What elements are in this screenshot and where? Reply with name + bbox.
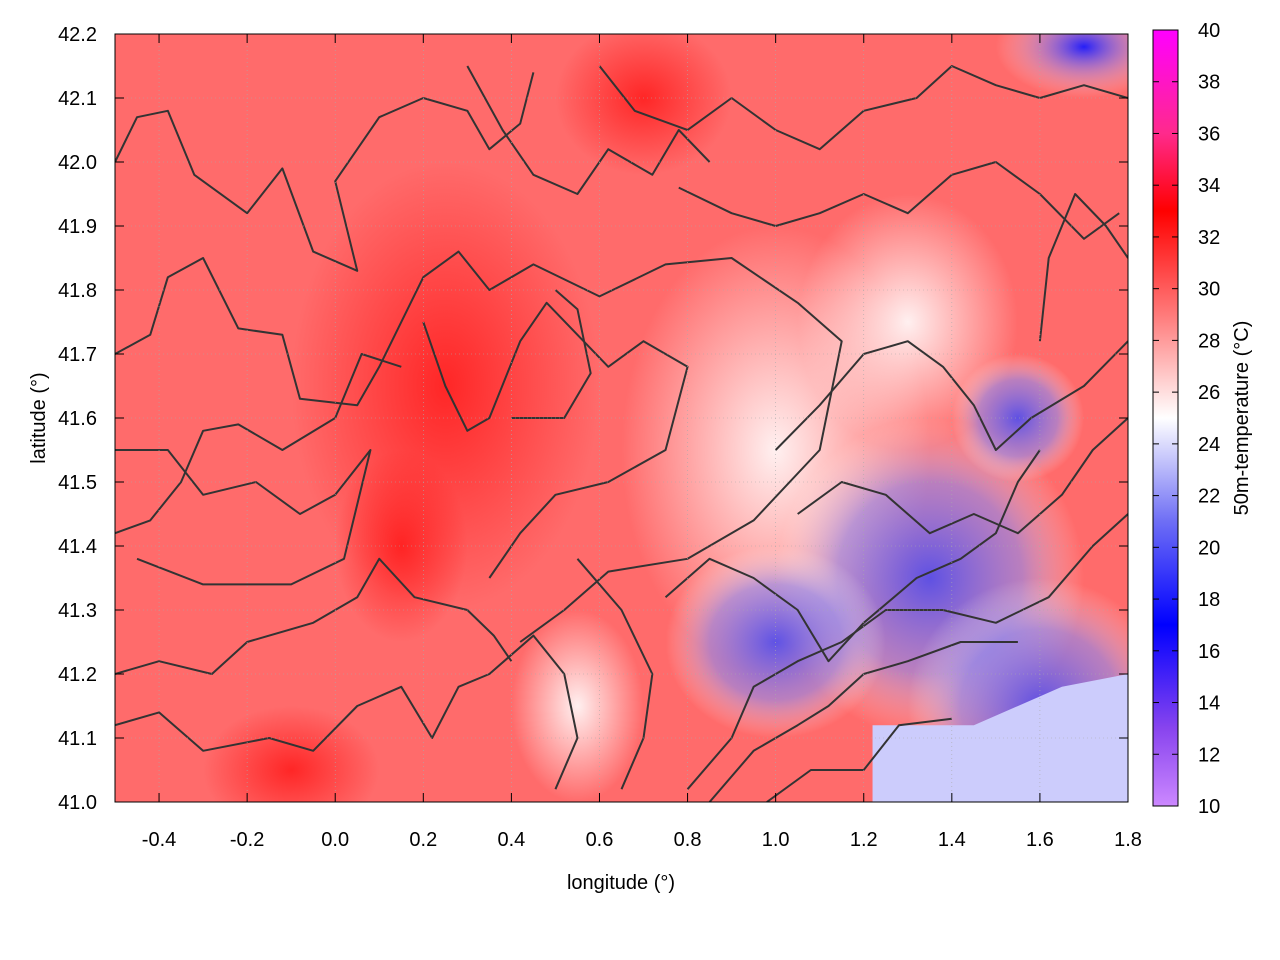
x-tick-label: 1.4: [938, 829, 966, 851]
colorbar-tick-label: 14: [1198, 693, 1220, 715]
x-axis-label: longitude (°): [567, 872, 675, 894]
field-hot-south: [203, 706, 380, 802]
y-tick-label: 42.2: [58, 24, 97, 46]
x-tick-label: -0.2: [230, 829, 264, 851]
contour-line: [774, 340, 1128, 451]
colorbar-ticks: 10 12 14 16 18 20 22 24 26 28 30 32 34 36 38 40: [1153, 20, 1220, 818]
x-tick-label: 0.2: [409, 829, 437, 851]
y-tick-label: 41.7: [58, 344, 97, 366]
y-tick-label: 41.0: [58, 792, 97, 814]
x-tick-label: 0.8: [674, 829, 702, 851]
colorbar-tick-label: 10: [1198, 796, 1220, 818]
contour-line: [797, 417, 1128, 535]
colorbar-tick-label: 20: [1198, 537, 1220, 559]
y-tick-label: 41.2: [58, 664, 97, 686]
colorbar-tick-label: 36: [1198, 123, 1220, 145]
contour-line: [678, 161, 1120, 240]
colorbar-tick-label: 30: [1198, 279, 1220, 301]
temperature-field: [115, 34, 1128, 802]
y-tick-label: 41.3: [58, 600, 97, 622]
colorbar-tick-label: 34: [1198, 175, 1220, 197]
y-tick-label: 42.1: [58, 88, 97, 110]
y-tick-label: 41.6: [58, 408, 97, 430]
y-tick-label: 41.8: [58, 280, 97, 302]
contour-line: [466, 65, 711, 195]
colorbar-tick-label: 16: [1198, 641, 1220, 663]
field-cool-north-east: [995, 34, 1128, 98]
colorbar-tick-label: 24: [1198, 434, 1220, 456]
contour-line: [115, 250, 843, 643]
contour-line: [115, 72, 535, 272]
y-axis-ticks: 41.0 41.1 41.2 41.3 41.4 41.5 41.6 41.7 41.8 41.9…: [58, 24, 1128, 814]
field-transition-south: [511, 610, 644, 802]
y-tick-label: 41.4: [58, 536, 97, 558]
colorbar-label: 50m-temperature (°C): [1231, 321, 1253, 516]
contour-line: [115, 634, 579, 790]
contour-line: [708, 641, 1018, 802]
contour-line: [686, 513, 1128, 790]
x-tick-label: 0.6: [586, 829, 614, 851]
contour-line: [115, 557, 513, 675]
colorbar-tick-label: 32: [1198, 227, 1220, 249]
colorbar-tick-label: 40: [1198, 20, 1220, 42]
colorbar-tick-label: 26: [1198, 382, 1220, 404]
colorbar-tick-label: 12: [1198, 744, 1220, 766]
colorbar-tick-label: 22: [1198, 486, 1220, 508]
x-tick-label: -0.4: [142, 829, 176, 851]
y-tick-label: 41.9: [58, 216, 97, 238]
y-tick-label: 42.0: [58, 152, 97, 174]
x-tick-label: 0.0: [321, 829, 349, 851]
field-cool-east: [951, 354, 1084, 482]
contour-line: [422, 301, 689, 579]
y-tick-label: 41.5: [58, 472, 97, 494]
x-tick-label: 0.4: [497, 829, 525, 851]
x-tick-label: 1.8: [1114, 829, 1142, 851]
y-axis-label: latitude (°): [28, 372, 50, 463]
x-tick-label: 1.0: [762, 829, 790, 851]
contour-line: [1038, 193, 1128, 342]
x-axis-ticks: -0.4 -0.2 0.0 0.2 0.4 0.6 0.8 1.0 1.2 1.4 1.6 1.8: [142, 34, 1142, 851]
contour-line: [576, 558, 654, 790]
contour-line: [511, 289, 592, 419]
field-sea: [872, 674, 1128, 802]
x-tick-label: 1.2: [850, 829, 878, 851]
colorbar-tick-label: 38: [1198, 72, 1220, 94]
colorbar-tick-label: 18: [1198, 589, 1220, 611]
colorbar: [1152, 29, 1179, 807]
contour-line: [115, 353, 402, 535]
field-hot-spot: [335, 450, 468, 642]
colorbar-tick-label: 28: [1198, 330, 1220, 352]
x-tick-label: 1.6: [1026, 829, 1054, 851]
y-tick-label: 41.1: [58, 728, 97, 750]
